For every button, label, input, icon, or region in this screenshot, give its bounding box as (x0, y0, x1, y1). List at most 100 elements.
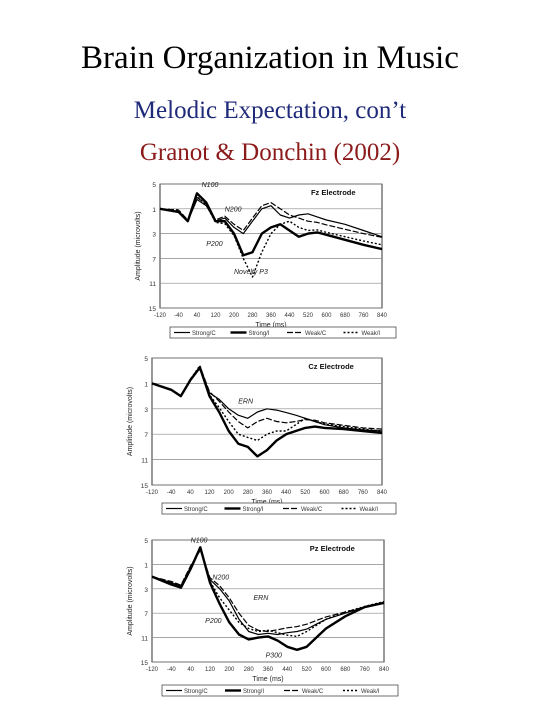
y-tick-label: 11 (141, 458, 148, 465)
series-line-weak-i (151, 364, 383, 442)
slide-title: Brain Organization in Music (81, 40, 459, 76)
x-tick-label: 680 (340, 313, 351, 319)
x-tick-label: 600 (321, 667, 332, 673)
component-annotation: ERN (254, 595, 270, 602)
x-tick-label: 520 (300, 490, 311, 496)
x-tick-label: 600 (319, 490, 330, 496)
chart-title: Pz Electrode (310, 544, 355, 553)
chart-pz: 5 1 3 7 11 15-120 -40 40 120 200 280 360 440 520 600 68… (127, 537, 399, 697)
component-annotation: N100 (202, 182, 219, 189)
component-annotation: N100 (191, 537, 208, 544)
y-axis-label: Amplitude (microvolts) (135, 211, 142, 280)
x-tick-label: 120 (210, 313, 221, 319)
x-tick-label: 680 (340, 667, 351, 673)
x-tick-label: 600 (321, 313, 332, 319)
y-tick-label: 11 (149, 281, 156, 288)
x-tick-label: 360 (263, 667, 274, 673)
legend-box (169, 326, 397, 339)
y-tick-label: 15 (141, 483, 149, 490)
legend-entry: Weak/I (360, 507, 379, 513)
component-annotation: Novelty P3 (234, 269, 268, 276)
slide-citation: Granot & Donchin (2002) (139, 139, 401, 166)
x-tick-label: 200 (224, 667, 235, 673)
chart-panel-fz: 5 1 3 7 11 15 -120 -40 40 120 200 280 360 440 520 600 68… (0, 176, 540, 351)
y-tick-label: 7 (144, 432, 148, 439)
component-annotation: P300 (266, 653, 282, 660)
x-tick-label: 40 (187, 667, 194, 673)
series-line-weak-c (151, 365, 383, 430)
x-tick-label: 40 (194, 313, 201, 319)
y-tick-label: 7 (152, 256, 156, 263)
x-tick-label: 760 (360, 667, 371, 673)
x-axis-label: Time (ms) (255, 322, 286, 329)
x-tick-label: -120 (154, 313, 167, 319)
x-tick-label: 200 (224, 490, 235, 496)
legend-entry: Strong/C (184, 689, 208, 695)
x-tick-label: 280 (244, 667, 255, 673)
chart-title: Cz Electrode (308, 362, 353, 371)
legend-entry: Weak/C (302, 689, 324, 695)
series-line-weak-c (151, 549, 385, 633)
y-tick-label: 5 (144, 356, 148, 363)
x-tick-label: 120 (205, 667, 216, 673)
series-line-strong-i (151, 366, 383, 458)
legend-entry: Weak/C (301, 507, 323, 513)
plot-frame (151, 357, 383, 486)
x-axis-label: Time (ms) (252, 676, 283, 683)
legend-box (161, 684, 399, 697)
x-tick-label: 120 (204, 490, 215, 496)
x-tick-label: 840 (377, 313, 388, 319)
x-tick-label: 520 (303, 313, 314, 319)
x-tick-label: 280 (247, 313, 258, 319)
y-tick-label: 3 (144, 587, 148, 594)
x-tick-label: 440 (281, 490, 292, 496)
x-tick-label: 760 (358, 490, 369, 496)
x-tick-label: 40 (187, 490, 194, 496)
legend-entry: Strong/I (249, 331, 270, 337)
x-axis-label: Time (ms) (251, 499, 282, 506)
component-annotation: ERN (238, 399, 254, 406)
series-line-weak-c (159, 197, 383, 238)
series-line-weak-i (151, 547, 385, 638)
x-tick-label: 840 (377, 490, 388, 496)
x-tick-label: -120 (146, 667, 159, 673)
legend-entry: Strong/C (192, 331, 216, 337)
x-tick-label: -40 (174, 313, 183, 319)
series-line-strong-i (159, 192, 383, 257)
y-axis-label: Amplitude (microvolts) (127, 387, 134, 456)
y-tick-label: 11 (141, 636, 148, 643)
x-tick-label: 440 (284, 313, 295, 319)
legend-entry: Strong/I (243, 689, 264, 695)
chart-title: Fz Electrode (311, 188, 356, 197)
series-line-strong-c (151, 548, 385, 636)
legend-entry: Strong/I (243, 507, 264, 513)
x-tick-label: 360 (266, 313, 277, 319)
x-tick-label: 520 (302, 667, 313, 673)
legend-entry: Strong/C (184, 507, 208, 513)
component-annotation: N200 (212, 575, 229, 582)
slide-subtitle: Melodic Expectation, con’t (133, 97, 407, 124)
component-annotation: N200 (225, 206, 242, 213)
y-tick-label: 15 (141, 660, 149, 667)
y-tick-label: 3 (144, 407, 148, 414)
x-tick-label: -40 (167, 667, 176, 673)
series-line-strong-c (159, 198, 383, 238)
x-tick-label: 680 (339, 490, 350, 496)
x-tick-label: 200 (229, 313, 240, 319)
x-tick-label: 760 (358, 313, 369, 319)
x-tick-label: 280 (243, 490, 254, 496)
chart-cz: 5 1 3 7 11 15-120 -40 40 120 200 280 360 440 520 600 68… (127, 356, 397, 515)
x-tick-label: 840 (379, 667, 390, 673)
x-tick-label: 440 (282, 667, 293, 673)
y-tick-label: 1 (144, 562, 148, 569)
y-tick-label: 3 (152, 232, 156, 239)
legend-box (161, 502, 397, 515)
x-tick-label: 360 (262, 490, 273, 496)
component-annotation: P200 (205, 618, 221, 625)
legend-entry: Weak/C (305, 331, 327, 337)
series-line-strong-c (151, 366, 383, 432)
y-tick-label: 5 (144, 538, 148, 545)
chart-panel-pz: 5 1 3 7 11 15 -120 -40 40 120 200 280 360 440 520 600 68… (0, 532, 540, 707)
chart-panel-cz: 5 1 3 7 11 15 -120 -40 40 120 200 280 360 440 520 600 68… (0, 350, 540, 525)
x-tick-label: -40 (167, 490, 176, 496)
